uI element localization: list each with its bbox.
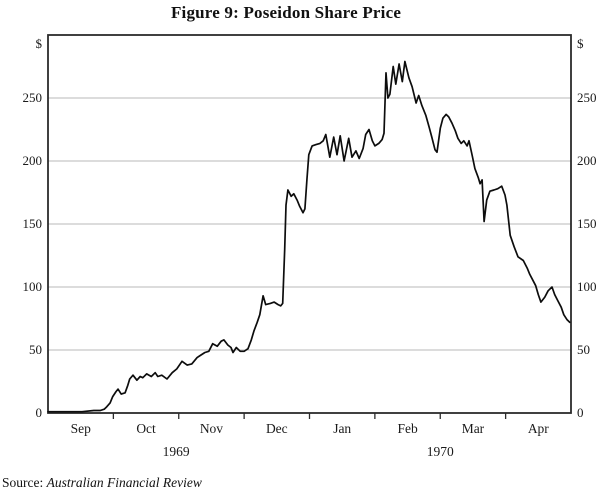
year-label-1969: 1969 xyxy=(162,444,190,459)
source-prefix: Source: xyxy=(2,475,44,490)
y-tick-label-right-250: 250 xyxy=(577,90,597,105)
source-note: Source: Australian Financial Review xyxy=(2,475,202,491)
month-label-mar: Mar xyxy=(461,421,485,436)
plot-border xyxy=(47,34,572,414)
y-tick-label-left-100: 100 xyxy=(22,279,43,294)
y-tick-label-right-100: 100 xyxy=(577,279,597,294)
y-tick-label-left-0: 0 xyxy=(35,405,43,420)
source-name-text: Australian Financial Review xyxy=(46,475,202,490)
price-line xyxy=(47,60,571,413)
y-tick-label-left-250: 250 xyxy=(22,90,43,105)
chart-title: Figure 9: Poseidon Share Price xyxy=(170,3,402,22)
y-tick-label-right-0: 0 xyxy=(577,405,584,420)
year-label-1970: 1970 xyxy=(426,444,454,459)
month-label-feb: Feb xyxy=(397,421,418,436)
y-tick-label-left-50: 50 xyxy=(29,342,42,357)
y-tick-label-left-200: 200 xyxy=(22,153,43,168)
month-label-sep: Sep xyxy=(70,421,91,436)
y-axis-unit-label-left: $ xyxy=(35,36,43,51)
month-label-apr: Apr xyxy=(527,421,549,436)
y-tick-label-right-50: 50 xyxy=(577,342,590,357)
y-tick-label-left-150: 150 xyxy=(22,216,43,231)
y-axis-unit-label-right: $ xyxy=(577,36,584,51)
month-label-oct: Oct xyxy=(136,421,156,436)
y-tick-label-right-200: 200 xyxy=(577,153,597,168)
y-tick-label-right-150: 150 xyxy=(577,216,597,231)
month-label-dec: Dec xyxy=(265,421,288,436)
month-label-nov: Nov xyxy=(199,421,224,436)
month-label-jan: Jan xyxy=(333,421,352,436)
